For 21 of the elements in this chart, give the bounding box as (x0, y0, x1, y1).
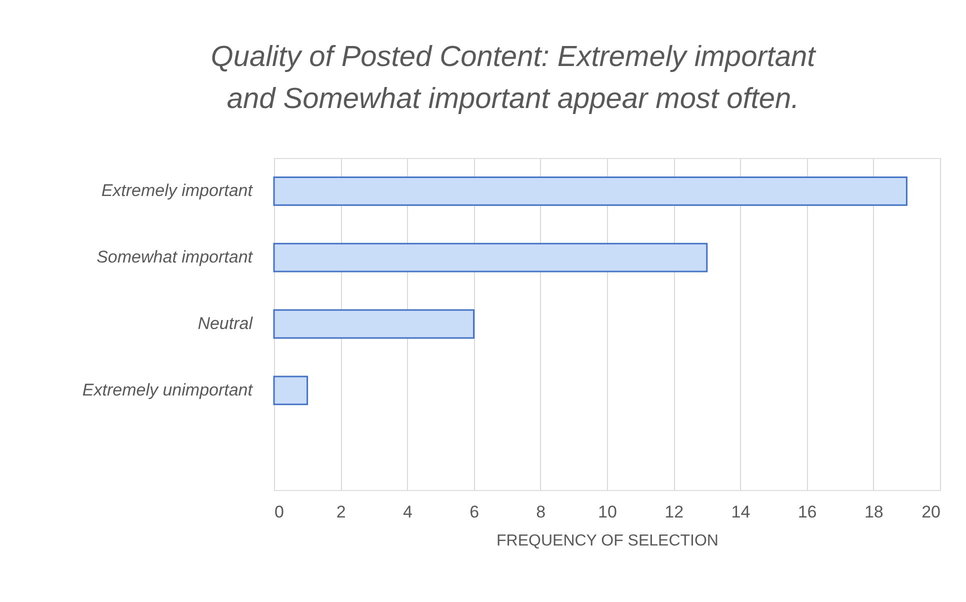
x-tick-label: 0 (274, 502, 284, 522)
bar (273, 176, 908, 206)
x-tick-label: 18 (864, 502, 884, 522)
x-tick-label: 14 (731, 502, 750, 522)
y-tick-label: Extremely important (101, 181, 254, 200)
y-tick-label: Neutral (198, 314, 254, 333)
x-tick-label: 2 (336, 502, 346, 522)
chart-title: Quality of Posted Content: Extremely important and Somewhat important appear most often. (210, 41, 818, 115)
x-tick-label: 6 (470, 502, 480, 522)
x-axis-title: FREQUENCY OF SELECTION (496, 532, 718, 550)
y-tick-label: Extremely unimportant (82, 380, 254, 400)
bar (273, 309, 475, 339)
x-tick-label: 10 (598, 502, 617, 522)
x-tick-label: 16 (798, 502, 817, 522)
x-tick-label: 12 (664, 502, 684, 522)
x-tick-label: 8 (536, 502, 546, 522)
bar (273, 242, 708, 272)
bar (273, 376, 308, 406)
x-tick-label: 4 (402, 502, 412, 522)
y-tick-label: Somewhat important (96, 248, 254, 267)
x-tick-label: 20 (922, 502, 940, 522)
